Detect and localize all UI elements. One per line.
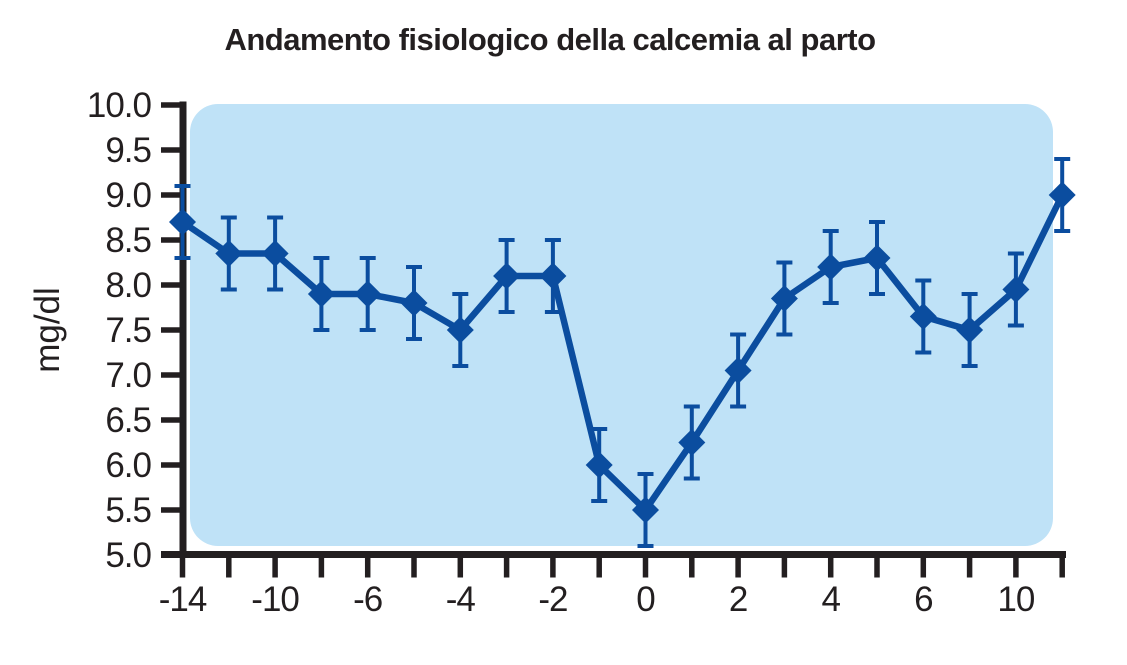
y-tick-label: 5.5 (105, 491, 151, 530)
y-tick-label: 6.0 (105, 446, 151, 485)
data-point-marker (215, 240, 243, 267)
data-point-marker (585, 451, 613, 479)
data-point-marker (632, 496, 659, 524)
x-tick-label: 0 (636, 580, 655, 619)
x-tick-label: 2 (729, 580, 747, 619)
x-tick-label: -10 (251, 580, 299, 619)
data-point-marker (493, 262, 521, 290)
data-point-marker (956, 316, 984, 344)
plot-background (190, 104, 1053, 546)
y-tick-label: 7.0 (105, 356, 151, 395)
x-tick-label: 4 (821, 580, 840, 619)
data-point-marker (1048, 181, 1076, 209)
data-point-marker (539, 262, 567, 290)
y-tick-label: 7.5 (105, 311, 151, 350)
y-tick-label: 5.0 (105, 536, 151, 575)
data-point-marker (400, 289, 428, 317)
data-point-marker (817, 253, 845, 281)
x-tick-label: -6 (353, 580, 382, 619)
data-point-marker (446, 316, 474, 344)
x-tick-label: 10 (997, 580, 1034, 619)
data-point-marker (354, 280, 382, 308)
y-tick-label: 9.5 (105, 131, 151, 170)
x-tick-label: -2 (538, 580, 567, 619)
data-point-marker (261, 240, 289, 267)
x-tick-label: 6 (914, 580, 932, 619)
data-point-marker (909, 303, 937, 330)
y-tick-label: 9.0 (105, 176, 151, 215)
data-point-marker (770, 285, 798, 312)
data-point-marker (863, 244, 891, 272)
data-point-marker (1002, 276, 1030, 303)
data-point-marker (724, 357, 752, 384)
data-point-marker (678, 429, 706, 456)
x-tick-label: -14 (159, 580, 207, 619)
data-point-marker (169, 208, 196, 236)
data-point-marker (307, 280, 335, 308)
y-tick-label: 10.0 (87, 86, 152, 125)
chart-title: Andamento fisiologico della calcemia al … (224, 22, 876, 57)
x-tick-label: -4 (446, 580, 476, 619)
y-tick-label: 8.5 (105, 221, 151, 260)
y-tick-label: 6.5 (105, 401, 151, 440)
y-tick-label: 8.0 (105, 266, 151, 305)
